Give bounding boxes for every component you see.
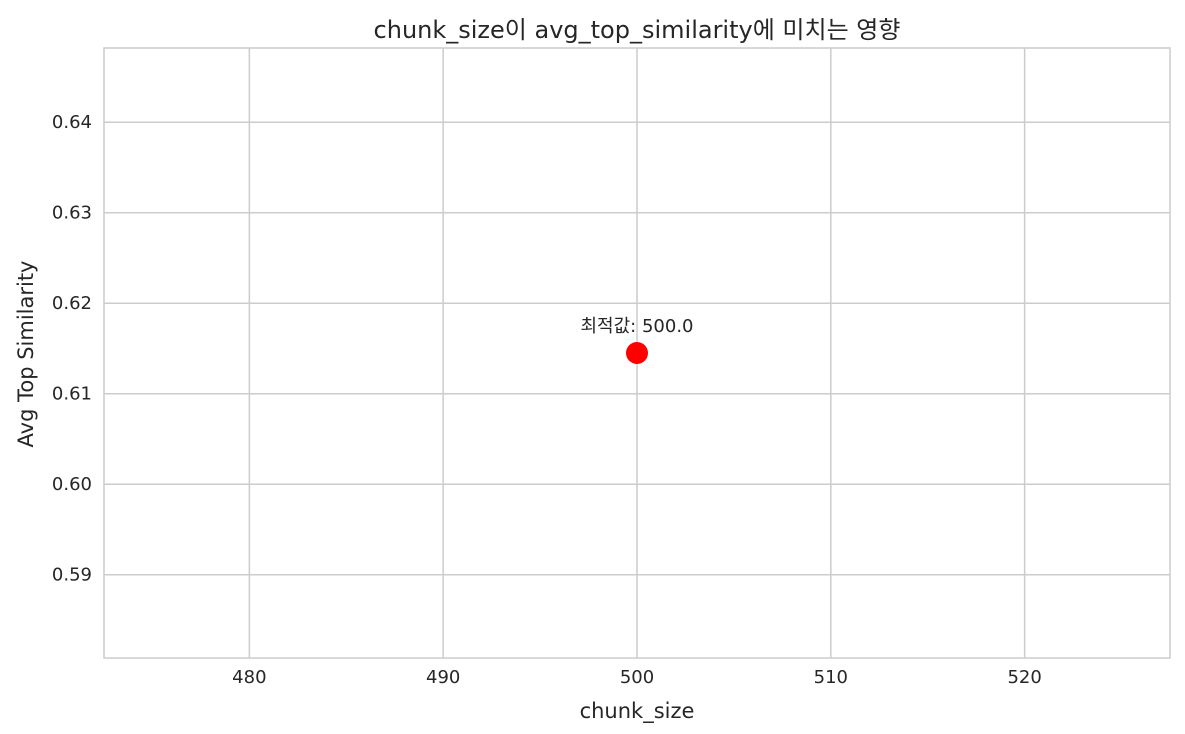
y-tick-label: 0.62: [52, 293, 92, 314]
annotation-label: 최적값: 500.0: [581, 316, 694, 337]
y-tick-label: 0.59: [52, 565, 92, 586]
x-tick-label: 480: [232, 667, 266, 688]
tick-label-layer: 480 490 500 510 520 0.59 0.60 0.61 0.62 0.63 0.64: [52, 112, 1042, 688]
x-tick-label: 520: [1007, 667, 1041, 688]
grid-layer: [104, 48, 1170, 658]
y-tick-label: 0.64: [52, 112, 92, 133]
data-point: [626, 342, 648, 364]
y-tick-label: 0.63: [52, 203, 92, 224]
plot-frame: [103, 47, 1171, 659]
data-point-layer: [626, 342, 648, 364]
x-axis-label: chunk_size: [580, 699, 695, 724]
x-tick-label: 510: [814, 667, 848, 688]
y-axis-label: Avg Top Similarity: [14, 261, 38, 448]
annotation-layer: 최적값: 500.0: [581, 316, 694, 337]
chart-title: chunk_size이 avg_top_similarity에 미치는 영향: [374, 16, 901, 44]
x-tick-label: 500: [620, 667, 654, 688]
y-tick-label: 0.61: [52, 384, 92, 405]
x-tick-label: 490: [426, 667, 460, 688]
y-tick-label: 0.60: [52, 474, 92, 495]
